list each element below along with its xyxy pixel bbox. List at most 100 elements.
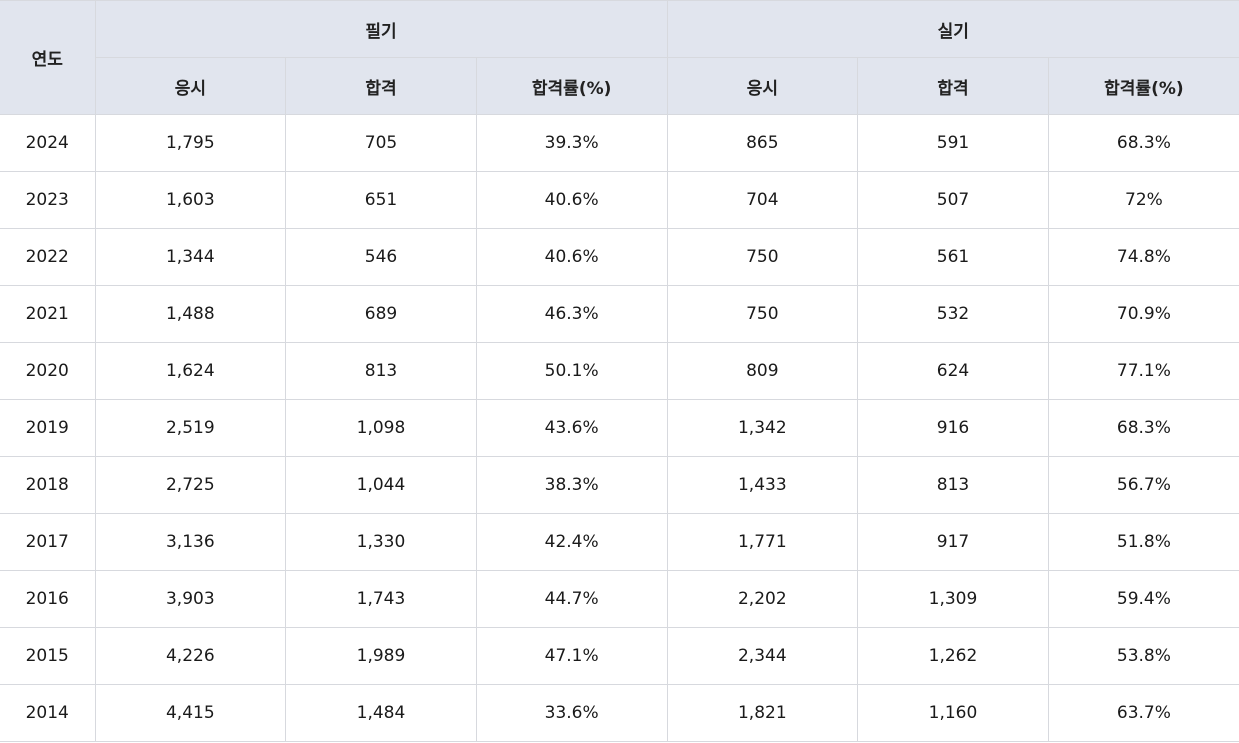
- header-row-columns: 응시 합격 합격률(%) 응시 합격 합격률(%): [0, 57, 1239, 115]
- practical-pass-rate-cell: 77.1%: [1047, 342, 1239, 400]
- written-pass-rate-cell: 42.4%: [475, 513, 668, 571]
- written-applicants-cell: 1,624: [94, 342, 287, 400]
- practical-passed-cell: 916: [857, 399, 1049, 457]
- year-cell: 2024: [0, 114, 96, 172]
- written-pass-rate-cell: 38.3%: [475, 456, 668, 514]
- written-pass-rate-cell: 33.6%: [475, 684, 668, 742]
- written-pass-rate-cell: 39.3%: [475, 114, 668, 172]
- practical-passed-cell: 507: [857, 171, 1049, 229]
- written-pass-rate-cell: 43.6%: [475, 399, 668, 457]
- written-pass-rate-cell: 40.6%: [475, 171, 668, 229]
- written-applicants-cell: 3,136: [94, 513, 287, 571]
- practical-passed-cell: 532: [857, 285, 1049, 343]
- table-header: 연도 필기 실기 응시 합격 합격률(%) 응시 합격 합격률(%): [0, 0, 1239, 115]
- practical-passed-cell: 561: [857, 228, 1049, 286]
- written-pass-rate-cell: 47.1%: [475, 627, 668, 685]
- practical-pass-rate-cell: 53.8%: [1047, 627, 1239, 685]
- table-body: 2024 1,795 705 39.3% 865 591 68.3% 2023 1,603 651…: [0, 114, 1239, 742]
- written-applicants-cell: 2,725: [94, 456, 287, 514]
- practical-passed-cell: 917: [857, 513, 1049, 571]
- table-row: 2022 1,344 546 40.6% 750 561 74.8%: [0, 228, 1239, 286]
- practical-passed-header: 합격: [857, 57, 1049, 115]
- written-passed-cell: 1,330: [285, 513, 477, 571]
- written-passed-cell: 705: [285, 114, 477, 172]
- year-cell: 2022: [0, 228, 96, 286]
- practical-passed-cell: 1,309: [857, 570, 1049, 628]
- written-applicants-cell: 4,415: [94, 684, 287, 742]
- table-row: 2016 3,903 1,743 44.7% 2,202 1,309 59.4%: [0, 570, 1239, 628]
- practical-applicants-cell: 2,344: [666, 627, 859, 685]
- year-cell: 2017: [0, 513, 96, 571]
- table-row: 2021 1,488 689 46.3% 750 532 70.9%: [0, 285, 1239, 343]
- table-row: 2020 1,624 813 50.1% 809 624 77.1%: [0, 342, 1239, 400]
- practical-pass-rate-header: 합격률(%): [1047, 57, 1239, 115]
- written-applicants-cell: 1,488: [94, 285, 287, 343]
- practical-pass-rate-cell: 59.4%: [1047, 570, 1239, 628]
- practical-applicants-cell: 865: [666, 114, 859, 172]
- table-row: 2018 2,725 1,044 38.3% 1,433 813 56.7%: [0, 456, 1239, 514]
- year-cell: 2016: [0, 570, 96, 628]
- year-cell: 2015: [0, 627, 96, 685]
- written-passed-cell: 546: [285, 228, 477, 286]
- written-passed-cell: 1,098: [285, 399, 477, 457]
- practical-applicants-cell: 1,342: [666, 399, 859, 457]
- header-row-groups: 연도 필기 실기: [0, 0, 1239, 115]
- year-cell: 2023: [0, 171, 96, 229]
- table-row: 2023 1,603 651 40.6% 704 507 72%: [0, 171, 1239, 229]
- table-row: 2015 4,226 1,989 47.1% 2,344 1,262 53.8%: [0, 627, 1239, 685]
- practical-passed-cell: 1,262: [857, 627, 1049, 685]
- practical-passed-cell: 591: [857, 114, 1049, 172]
- year-cell: 2014: [0, 684, 96, 742]
- written-passed-cell: 651: [285, 171, 477, 229]
- written-applicants-cell: 1,795: [94, 114, 287, 172]
- written-exam-group-header: 필기: [94, 0, 668, 58]
- written-pass-rate-cell: 40.6%: [475, 228, 668, 286]
- practical-pass-rate-cell: 68.3%: [1047, 114, 1239, 172]
- written-pass-rate-header: 합격률(%): [475, 57, 668, 115]
- practical-pass-rate-cell: 72%: [1047, 171, 1239, 229]
- practical-applicants-cell: 2,202: [666, 570, 859, 628]
- year-cell: 2018: [0, 456, 96, 514]
- table-row: 2017 3,136 1,330 42.4% 1,771 917 51.8%: [0, 513, 1239, 571]
- practical-applicants-header: 응시: [666, 57, 859, 115]
- written-applicants-header: 응시: [95, 57, 287, 115]
- written-pass-rate-cell: 50.1%: [475, 342, 668, 400]
- practical-pass-rate-cell: 63.7%: [1047, 684, 1239, 742]
- practical-applicants-cell: 809: [666, 342, 859, 400]
- practical-pass-rate-cell: 74.8%: [1047, 228, 1239, 286]
- written-applicants-cell: 2,519: [94, 399, 287, 457]
- practical-applicants-cell: 704: [666, 171, 859, 229]
- written-applicants-cell: 1,344: [94, 228, 287, 286]
- written-passed-cell: 1,743: [285, 570, 477, 628]
- year-cell: 2020: [0, 342, 96, 400]
- table-row: 2014 4,415 1,484 33.6% 1,821 1,160 63.7%: [0, 684, 1239, 742]
- practical-applicants-cell: 1,821: [666, 684, 859, 742]
- practical-exam-group-header: 실기: [666, 0, 1239, 58]
- practical-applicants-cell: 750: [666, 228, 859, 286]
- table-row: 2024 1,795 705 39.3% 865 591 68.3%: [0, 114, 1239, 172]
- practical-passed-cell: 813: [857, 456, 1049, 514]
- practical-pass-rate-cell: 51.8%: [1047, 513, 1239, 571]
- practical-passed-cell: 1,160: [857, 684, 1049, 742]
- year-header: 연도: [0, 0, 96, 115]
- practical-pass-rate-cell: 56.7%: [1047, 456, 1239, 514]
- practical-applicants-cell: 750: [666, 285, 859, 343]
- written-applicants-cell: 4,226: [94, 627, 287, 685]
- practical-applicants-cell: 1,433: [666, 456, 859, 514]
- written-pass-rate-cell: 46.3%: [475, 285, 668, 343]
- practical-pass-rate-cell: 70.9%: [1047, 285, 1239, 343]
- written-passed-header: 합격: [285, 57, 477, 115]
- practical-applicants-cell: 1,771: [666, 513, 859, 571]
- year-cell: 2019: [0, 399, 96, 457]
- year-cell: 2021: [0, 285, 96, 343]
- written-passed-cell: 813: [285, 342, 477, 400]
- written-passed-cell: 689: [285, 285, 477, 343]
- practical-pass-rate-cell: 68.3%: [1047, 399, 1239, 457]
- written-passed-cell: 1,989: [285, 627, 477, 685]
- written-passed-cell: 1,484: [285, 684, 477, 742]
- written-applicants-cell: 3,903: [94, 570, 287, 628]
- written-applicants-cell: 1,603: [94, 171, 287, 229]
- written-passed-cell: 1,044: [285, 456, 477, 514]
- practical-passed-cell: 624: [857, 342, 1049, 400]
